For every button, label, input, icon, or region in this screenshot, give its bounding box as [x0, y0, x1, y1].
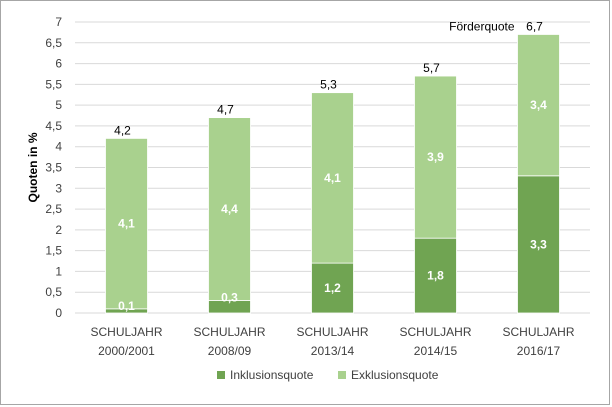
- x-axis-categories: SCHULJAHR 2000/2001 SCHULJAHR 2008/09 SCHULJ…: [90, 325, 574, 358]
- x-category-label: SCHULJAHR: [90, 325, 162, 339]
- legend: Inklusionsquote Exklusionsquote: [217, 368, 439, 382]
- y-tick-label: 1: [55, 264, 62, 278]
- y-tick-label: 7: [55, 15, 62, 29]
- y-tick-label: 4: [55, 140, 62, 154]
- data-label-total: 4,7: [217, 103, 234, 117]
- y-tick-label: 6,5: [45, 36, 62, 50]
- x-category-label: SCHULJAHR: [399, 325, 471, 339]
- y-tick-label: 3,5: [45, 161, 62, 175]
- data-label-inklusion: 1,8: [427, 269, 444, 283]
- bar-exklusion: [517, 34, 560, 177]
- legend-label: Exklusionsquote: [351, 368, 439, 382]
- data-label-total: 5,7: [423, 61, 440, 75]
- x-category-label: SCHULJAHR: [193, 325, 265, 339]
- data-label-inklusion: 3,3: [530, 237, 547, 251]
- y-tick-label: 6: [55, 57, 62, 71]
- y-tick-label: 4,5: [45, 119, 62, 133]
- data-label-exklusion: 3,4: [530, 98, 547, 112]
- foerderquote-annotation: Förderquote: [449, 19, 515, 33]
- x-category-label: 2013/14: [311, 344, 355, 358]
- data-label-inklusion: 0,3: [221, 291, 238, 305]
- x-category-label: 2008/09: [208, 344, 252, 358]
- x-category-label: SCHULJAHR: [296, 325, 368, 339]
- bar-exklusion: [105, 137, 148, 310]
- y-axis-ticks: 0 0,5 1 1,5 2 2,5 3 3,5 4 4,5 5 5,5 6 6,5 7: [45, 15, 62, 320]
- y-tick-label: 5,5: [45, 77, 62, 91]
- bars: 0,1 4,1 4,2 0,3 4,4 4,7 1,2 4,1 5,3 1,8 3,9 5,7 3,3 3…: [105, 19, 560, 314]
- y-tick-label: 2,5: [45, 202, 62, 216]
- bar-inklusion: [311, 262, 354, 314]
- legend-swatch: [338, 371, 346, 379]
- data-label-inklusion: 0,1: [118, 299, 135, 313]
- x-category-label: 2014/15: [414, 344, 458, 358]
- y-tick-label: 0: [55, 306, 62, 320]
- x-category-label: SCHULJAHR: [502, 325, 574, 339]
- data-label-exklusion: 4,1: [118, 217, 135, 231]
- bar-exklusion: [311, 92, 354, 264]
- bar-exklusion: [208, 117, 251, 301]
- y-tick-label: 1,5: [45, 244, 62, 258]
- data-label-total: 5,3: [320, 78, 337, 92]
- data-label-total: 6,7: [526, 19, 543, 33]
- y-tick-label: 0,5: [45, 285, 62, 299]
- data-label-inklusion: 1,2: [324, 281, 341, 295]
- bar-inklusion: [517, 175, 560, 314]
- x-category-label: 2016/17: [517, 344, 561, 358]
- y-tick-label: 3: [55, 181, 62, 195]
- data-label-exklusion: 4,4: [221, 202, 238, 216]
- legend-label: Inklusionsquote: [230, 368, 314, 382]
- y-tick-label: 5: [55, 98, 62, 112]
- legend-swatch: [217, 371, 225, 379]
- y-tick-label: 2: [55, 223, 62, 237]
- data-label-exklusion: 3,9: [427, 150, 444, 164]
- bar-exklusion: [414, 75, 457, 239]
- data-label-total: 4,2: [114, 123, 131, 137]
- x-category-label: 2000/2001: [98, 344, 155, 358]
- y-axis-label: Quoten in %: [26, 132, 40, 202]
- data-label-exklusion: 4,1: [324, 171, 341, 185]
